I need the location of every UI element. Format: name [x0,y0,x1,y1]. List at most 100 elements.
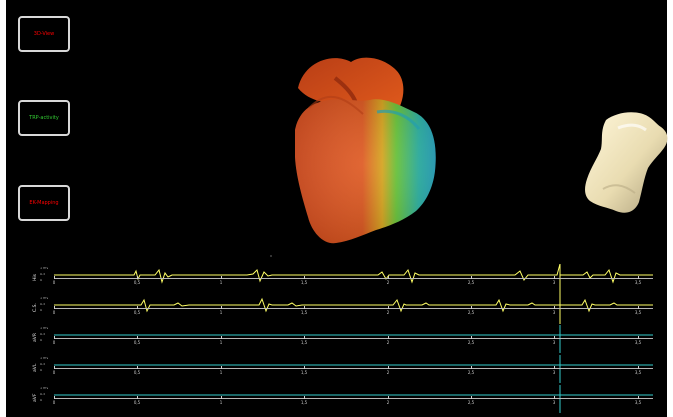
tick-3 [554,276,555,279]
tick-0 [54,336,55,339]
tick-label: 0,5 [133,280,141,285]
ecg-waveform [54,355,653,383]
scale-label-bottom: 0 [40,399,43,402]
tick-label: 3,5 [634,340,642,345]
tick-2 [388,276,389,279]
trp-activity-label: TRP-activity [29,114,59,121]
tick-1-5 [304,306,305,309]
tick-label: 1,5 [300,370,308,375]
tick-2 [388,366,389,369]
tick-label: 2,5 [467,370,475,375]
cursor-dot [270,255,272,257]
tick-2-5 [471,306,472,309]
tick-0 [54,366,55,369]
scale-label-bottom: 0 [40,339,43,342]
track-his: His 1 mV 0.5 0 0 0,5 1 1,5 2 2, [30,264,653,294]
track-cs: C.S. 1 mV 0.5 0 0 0,5 1 1,5 2 2 [30,294,653,324]
scale-label-mid: 0.5 [40,333,46,336]
tick-1 [221,366,222,369]
trp-activity-button[interactable]: TRP-activity [18,100,70,136]
3d-view-label: 3D-View [33,30,55,37]
tick-3-5 [638,306,639,309]
ecg-waveform [54,385,653,413]
scale-label-bottom: 0 [40,369,43,372]
tick-label: 2 [386,340,390,345]
tick-label: 1,5 [300,280,308,285]
tick-label: 0,5 [133,370,141,375]
timeline: 0 0,5 1 1,5 2 2,5 3 3,5 [53,336,653,345]
tick-label: 2,5 [467,340,475,345]
tick-1 [221,396,222,399]
tick-1-5 [304,396,305,399]
tick-label: 1,5 [300,400,308,405]
tick-0-5 [137,336,138,339]
scale-label-mid: 0.5 [40,363,46,366]
tick-label: 2 [386,400,390,405]
ecg-panel: His 1 mV 0.5 0 0 0,5 1 1,5 2 2, [30,264,653,415]
tick-0-5 [137,396,138,399]
scale-label-top: 1 mV [40,357,48,360]
tick-label: 0 [52,310,56,315]
tick-3-5 [638,276,639,279]
tick-2-5 [471,276,472,279]
tick-label: 1 [219,280,223,285]
tick-label: 1 [219,370,223,375]
tick-label: 1,5 [300,310,308,315]
tick-label: 1 [219,340,223,345]
tick-0 [54,276,55,279]
tick-label: 3 [552,370,556,375]
tick-0-5 [137,276,138,279]
scale-label-top: 1 mV [40,327,48,330]
tick-label: 3,5 [634,370,642,375]
scale-label-top: 1 mV [40,387,48,390]
tick-label: 3,5 [634,280,642,285]
tick-label: 3 [552,400,556,405]
tick-label: 2 [386,280,390,285]
track-avr: aVR 1 mV 0.5 0 0 0,5 1 1,5 2 2, [30,324,653,354]
heart-3d-model[interactable] [288,52,444,248]
tick-label: 3 [552,280,556,285]
scale-label-mid: 0.5 [40,303,46,306]
3d-view-button[interactable]: 3D-View [18,16,70,52]
tick-label: 2,5 [467,310,475,315]
tick-label: 0 [52,370,56,375]
scale-label-mid: 0.5 [40,393,46,396]
track-avl: aVL 1 mV 0.5 0 0 0,5 1 1,5 2 2, [30,354,653,384]
tick-label: 3 [552,310,556,315]
tick-label: 0,5 [133,400,141,405]
ek-mapping-label: EK-Mapping [29,199,59,206]
tick-3 [554,396,555,399]
tick-0 [54,396,55,399]
tick-label: 2 [386,310,390,315]
tick-0-5 [137,306,138,309]
tick-0 [54,306,55,309]
tick-label: 0 [52,340,56,345]
timeline: 0 0,5 1 1,5 2 2,5 3 3,5 [53,276,653,285]
torso-3d-model[interactable] [580,110,672,218]
tick-label: 2 [386,370,390,375]
scale-label-mid: 0.5 [40,273,46,276]
scale-label-bottom: 0 [40,309,43,312]
tick-2-5 [471,396,472,399]
tick-3 [554,306,555,309]
tick-3 [554,366,555,369]
tick-2-5 [471,366,472,369]
tick-2 [388,306,389,309]
heart-model-svg [295,57,436,244]
timeline: 0 0,5 1 1,5 2 2,5 3 3,5 [53,306,653,315]
scale-label-bottom: 0 [40,279,43,282]
tick-label: 3,5 [634,400,642,405]
ecg-waveform [54,264,653,294]
tick-1 [221,336,222,339]
tick-1-5 [304,366,305,369]
tick-3-5 [638,396,639,399]
track-avf: aVF 1 mV 0.5 0 0 0,5 1 1,5 2 2, [30,384,653,414]
tick-label: 2,5 [467,280,475,285]
ek-mapping-button[interactable]: EK-Mapping [18,185,70,221]
tick-label: 0,5 [133,310,141,315]
tick-2 [388,396,389,399]
tick-1-5 [304,336,305,339]
tick-1 [221,306,222,309]
scale-label-top: 1 mV [40,267,48,270]
